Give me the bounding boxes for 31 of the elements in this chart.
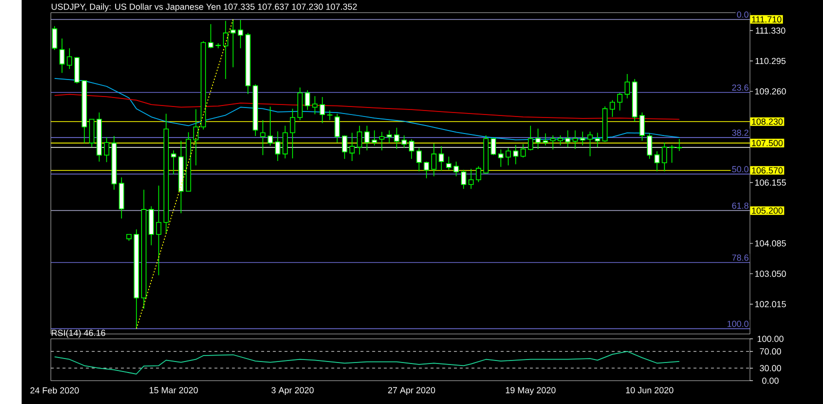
annotation: 38.2 <box>732 130 748 136</box>
annotation: 78.6 <box>732 254 748 261</box>
x-tick-label: 24 Feb 2020 <box>30 387 79 394</box>
ref-line-label: 108.230 <box>752 118 783 125</box>
x-tick-label: 3 Apr 2020 <box>271 387 314 395</box>
y-tick-label: 109.260 <box>755 88 786 94</box>
y-tick-label: 100.00 <box>758 336 784 342</box>
ref-line-label: 105.200 <box>752 207 783 214</box>
annotation: 23.6 <box>732 84 748 91</box>
ref-line-label: 106.570 <box>752 167 783 174</box>
annotation: 61.8 <box>732 202 748 209</box>
y-tick-label: 103.050 <box>755 270 786 277</box>
y-tick-label: 30.00 <box>760 365 782 372</box>
y-tick-label: 106.155 <box>755 179 786 186</box>
y-tick-label: 111.330 <box>756 27 786 34</box>
ref-line-label: 107.500 <box>752 140 783 146</box>
y-tick-label: 0.00 <box>762 378 779 384</box>
y-tick-label: 110.295 <box>756 58 786 64</box>
y-tick-label: 70.00 <box>760 348 782 354</box>
chart-title: RSI(14) 46.16 <box>52 330 106 338</box>
x-tick-label: 10 Jun 2020 <box>626 387 674 394</box>
annotation: 100.0 <box>728 320 748 327</box>
ref-line-label: 111.710 <box>752 16 782 22</box>
x-tick-label: 15 Mar 2020 <box>150 387 198 394</box>
annotation: 50.0 <box>732 166 748 172</box>
annotation: 0.0 <box>736 11 748 18</box>
y-tick-label: 102.015 <box>755 301 786 308</box>
x-tick-label: 27 Apr 2020 <box>388 387 436 395</box>
chart-title: USDJPY, Daily: US Dollar vs Japanese Yen 107.335 107.637 107.230 107.352 <box>52 3 357 12</box>
y-tick-label: 104.085 <box>755 240 786 246</box>
x-tick-label: 19 May 2020 <box>506 387 556 395</box>
